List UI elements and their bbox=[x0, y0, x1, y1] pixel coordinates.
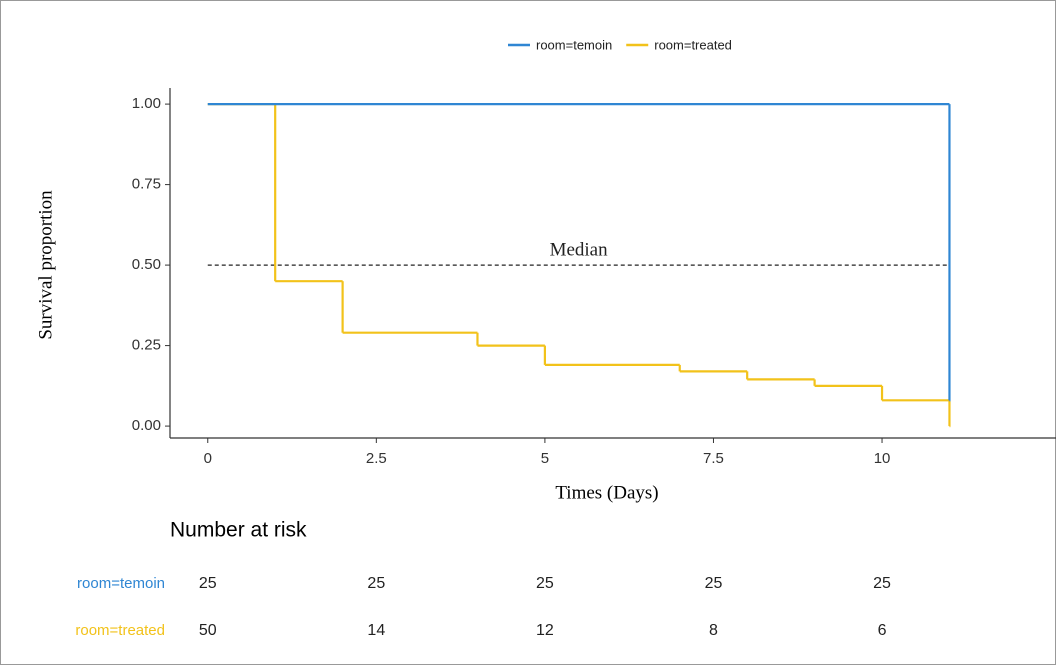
risk-row-label: room=treated bbox=[75, 622, 165, 639]
legend-label: room=treated bbox=[654, 37, 732, 52]
risk-count: 25 bbox=[199, 575, 217, 592]
risk-table-title: Number at risk bbox=[170, 519, 307, 542]
y-tick-label: 0.00 bbox=[132, 417, 161, 434]
y-tick-label: 0.50 bbox=[132, 256, 161, 273]
legend-label: room=temoin bbox=[536, 37, 612, 52]
median-label: Median bbox=[550, 239, 609, 260]
risk-row-label: room=temoin bbox=[77, 575, 165, 592]
x-tick-label: 7.5 bbox=[703, 450, 724, 467]
risk-count: 25 bbox=[873, 575, 891, 592]
y-tick-label: 1.00 bbox=[132, 95, 161, 112]
y-axis-label: Survival proportion bbox=[35, 190, 56, 340]
risk-count: 25 bbox=[367, 575, 385, 592]
x-tick-label: 0 bbox=[204, 450, 212, 467]
x-tick-label: 2.5 bbox=[366, 450, 387, 467]
risk-count: 25 bbox=[705, 575, 723, 592]
y-tick-label: 0.25 bbox=[132, 337, 161, 354]
risk-count: 8 bbox=[709, 622, 718, 639]
x-axis-label: Times (Days) bbox=[555, 482, 658, 503]
risk-count: 14 bbox=[367, 622, 385, 639]
risk-count: 25 bbox=[536, 575, 554, 592]
y-tick-label: 0.75 bbox=[132, 176, 161, 193]
x-tick-label: 10 bbox=[874, 450, 891, 467]
risk-count: 12 bbox=[536, 622, 554, 639]
risk-count: 6 bbox=[878, 622, 887, 639]
risk-count: 50 bbox=[199, 622, 217, 639]
x-tick-label: 5 bbox=[541, 450, 549, 467]
